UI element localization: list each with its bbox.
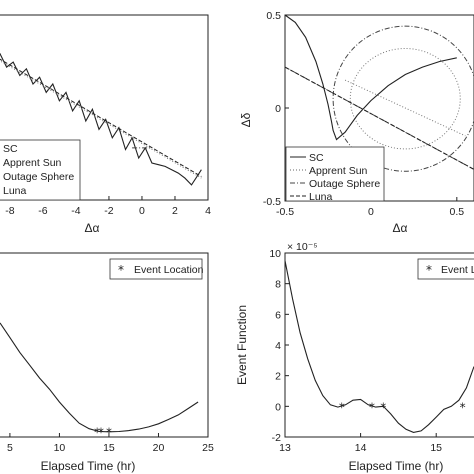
legend-label-event-l: Event L [441,264,474,276]
x-tick-label: 5 [7,442,13,454]
legend-bl: * Event Location [109,258,204,280]
series-line-apprent-sun [0,60,202,179]
y-tick-label: 0 [275,103,281,115]
legend-br: * Event L [417,258,474,280]
legend-label-sc-tr: SC [309,152,324,164]
x-tick-label: 0 [368,206,374,218]
y-tick-label: 4 [275,340,281,352]
legend-label-outage-sphere: Outage Sphere [3,171,74,183]
series-line-sc [284,14,457,141]
event-marker: * [339,400,345,414]
x-tick-label: -2 [104,205,113,217]
x-tick-label: 15 [103,442,115,454]
event-marker: * [106,425,112,439]
series-line-main [0,322,199,433]
exponent-label-br: × 10⁻⁵ [287,241,318,253]
x-tick-label: -8 [5,205,14,217]
x-tick-label: -0.5 [276,206,294,218]
event-marker: * [94,425,100,439]
chart-bottom-left: 5 10 15 20 25 ** * Elapsed Time (hr) * Event … [0,252,214,473]
x-tick-label: 4 [205,205,211,217]
event-marker: * [460,400,466,414]
x-tick-label: 13 [279,442,291,454]
series-line-apprent-sun [344,79,466,137]
x-tick-label: 2 [172,205,178,217]
y-tick-label: 2 [275,371,281,383]
series-line-outage-sphere [284,66,474,170]
series-line-luna [0,58,202,177]
legend-label-luna: Luna [3,185,27,197]
event-marker: * [98,425,104,439]
x-tick-label: -4 [71,205,80,217]
series-line-main [284,260,474,433]
x-axis-label-tr: Δα [393,221,408,235]
legend-label-event-location: Event Location [134,264,204,276]
y-tick-label: 0 [275,401,281,413]
y-axis-label-tr: Δδ [239,112,253,127]
event-marker: * [380,400,386,414]
chart-top-left: -8 -6 -4 -2 0 2 4 Δα SC Apprent Sun Outage Sph… [0,14,211,235]
x-tick-label: 25 [202,442,214,454]
x-tick-label: -6 [38,205,47,217]
x-axis-label-br: Elapsed Time (hr) [349,459,444,473]
series-line-sc [0,52,202,186]
x-tick-label: 14 [355,442,367,454]
x-tick-label: 20 [153,442,165,454]
y-tick-label: 8 [275,279,281,291]
x-axis-label-bl: Elapsed Time (hr) [41,459,136,473]
legend-marker-br: * [426,263,432,277]
legend-label-luna-tr: Luna [309,191,333,203]
y-axis-label-br: Event Function [235,305,249,385]
legend-label-sc: SC [3,143,18,155]
y-tick-label: 6 [275,309,281,321]
sphere-ellipse [332,25,474,172]
event-marker: * [369,400,375,414]
y-tick-label: -0.5 [263,196,281,208]
legend-tr: SC Apprent Sun Outage Sphere Luna [285,146,385,203]
x-tick-label: 0.5 [450,206,465,218]
axes-frame-tl [0,14,209,201]
legend-label-apprent-sun: Apprent Sun [3,157,62,169]
x-tick-label: 0 [139,205,145,217]
y-tick-label: 10 [269,248,281,260]
x-tick-label: 15 [430,442,442,454]
legend-label-outage-sphere-tr: Outage Sphere [309,178,380,190]
chart-bottom-right: 13 14 15 -2 0 2 4 6 8 10 * * * * × 10⁻⁵ Elapsed Time… [235,241,474,473]
y-tick-label: 0.5 [266,10,281,22]
x-axis-label-tl: Δα [85,221,100,235]
legend-tl: SC Apprent Sun Outage Sphere Luna [0,139,81,201]
y-tick-label: -2 [272,432,281,444]
x-tick-label: 10 [54,442,66,454]
sphere-ellipse [349,47,461,150]
axes-frame-bl [0,252,209,438]
legend-label-apprent-sun-tr: Apprent Sun [309,165,368,177]
legend-marker-bl: * [118,263,124,277]
chart-top-right: -0.5 0 0.5 -0.5 0 0.5 Δα Δδ SC Apprent Sun Ou… [239,10,474,235]
